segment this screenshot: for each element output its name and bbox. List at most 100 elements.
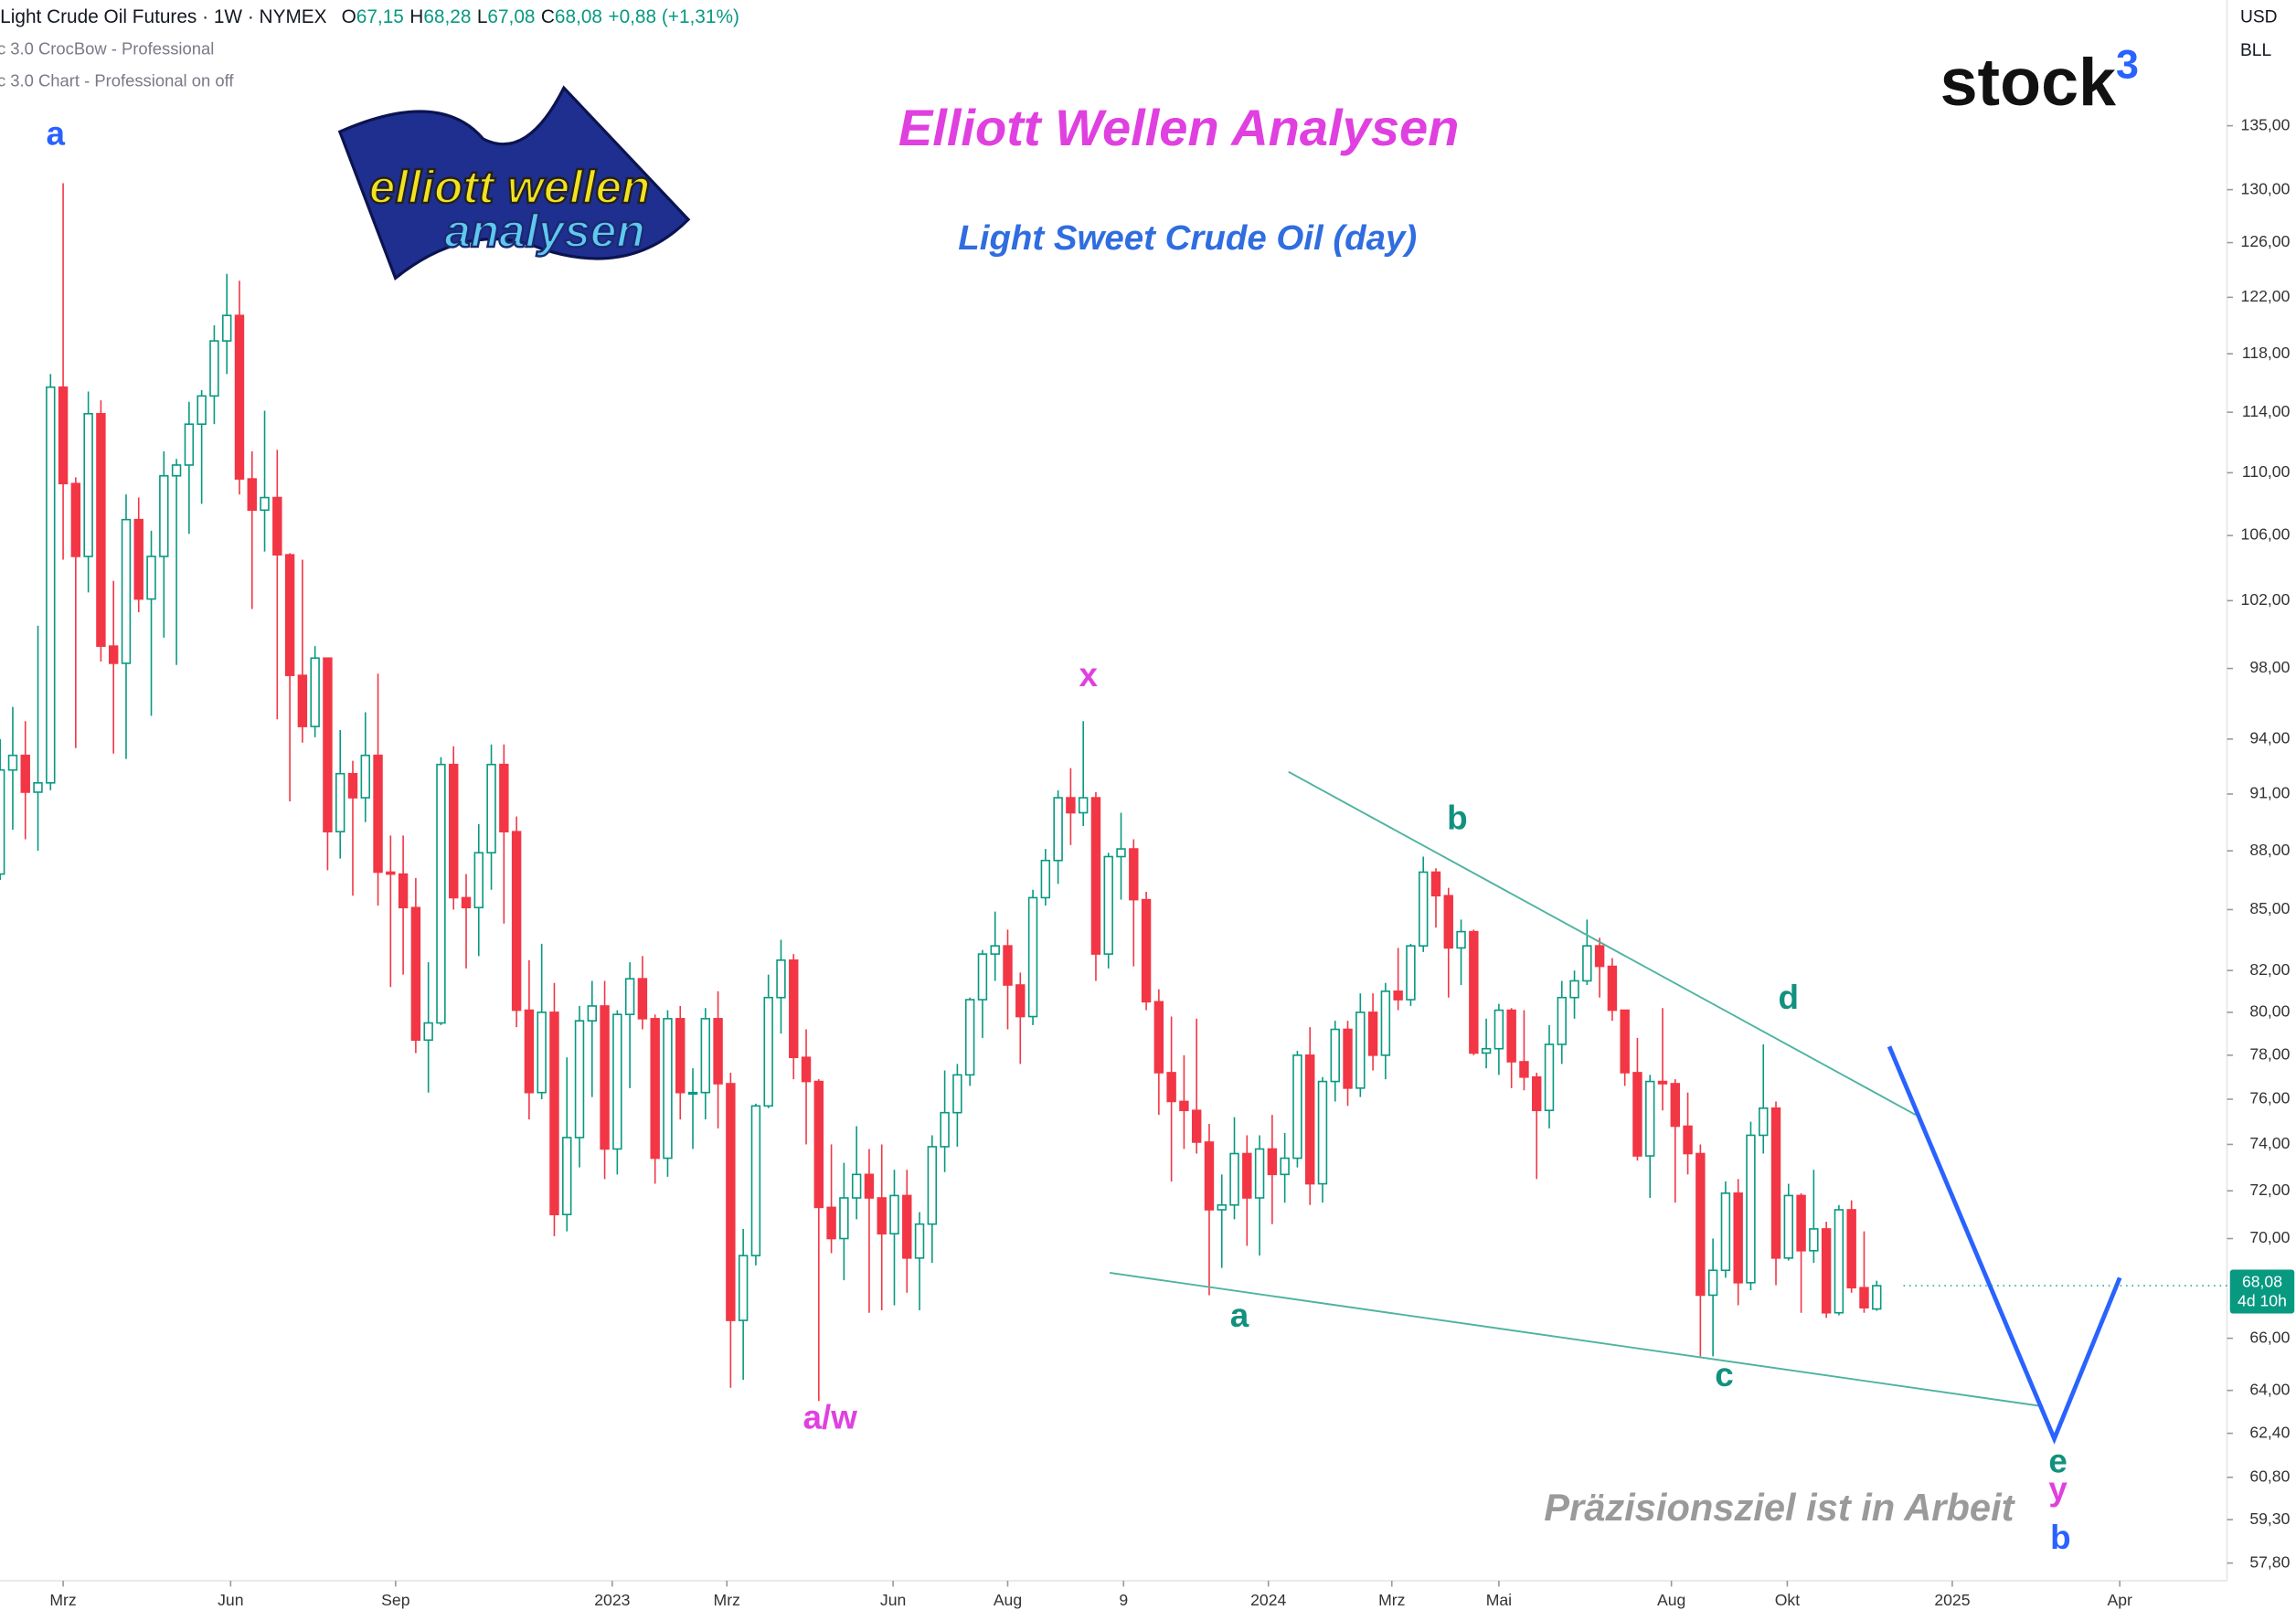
candle-body: [1116, 848, 1126, 858]
candle-body: [1254, 1148, 1265, 1199]
candle-body: [1683, 1125, 1693, 1155]
candle-body: [763, 996, 773, 1107]
candle-body: [1544, 1043, 1555, 1112]
currency[interactable]: USD: [2240, 7, 2278, 26]
y-tick-label: 102,00: [2241, 590, 2291, 609]
candle-body: [675, 1018, 686, 1094]
candle-body: [1267, 1148, 1278, 1176]
candle-body: [574, 1020, 585, 1139]
y-tick-label: 122,00: [2241, 287, 2291, 305]
trend-line: [1288, 770, 1917, 1117]
candle-body: [209, 340, 219, 397]
y-tick-label: 70,00: [2249, 1228, 2290, 1246]
candle-body: [1015, 984, 1026, 1018]
candle-body: [171, 464, 182, 477]
x-tick-label: 9: [1119, 1591, 1128, 1609]
candle-body: [864, 1173, 875, 1199]
y-tick-label: 85,00: [2249, 899, 2290, 917]
x-tick-label: Mai: [1486, 1591, 1512, 1609]
y-tick-label: 110,00: [2242, 462, 2291, 481]
candle-body: [1090, 797, 1101, 955]
candle-body: [272, 496, 282, 556]
candle-body: [1317, 1080, 1328, 1185]
candle-body: [1821, 1228, 1832, 1314]
candle-body: [1872, 1285, 1882, 1310]
wave-label: x: [1079, 656, 1098, 694]
candle-body: [1607, 965, 1618, 1012]
x-tick-label: Okt: [1775, 1591, 1801, 1609]
y-tick-label: 62,40: [2249, 1423, 2290, 1441]
wave-label: y: [2048, 1470, 2067, 1508]
candle-body: [524, 1009, 535, 1094]
candle-body: [738, 1255, 749, 1321]
ohlc-key: L: [477, 6, 488, 27]
candle-body: [96, 412, 106, 647]
candle-body: [624, 978, 635, 1016]
candle-body: [587, 1005, 598, 1022]
wave-label: a/w: [803, 1399, 858, 1436]
ohlc-value: 67,08: [487, 6, 535, 27]
change: +0,88 (+1,31%): [608, 6, 739, 27]
candle-body: [335, 772, 345, 833]
candle-body: [1380, 990, 1391, 1056]
candle-body: [1430, 871, 1441, 897]
wave-label: c: [1715, 1356, 1733, 1393]
y-tick-label: 135,00: [2241, 115, 2291, 133]
candle-body: [1759, 1107, 1769, 1137]
candle-body: [1040, 859, 1051, 899]
x-tick-label: 2025: [1934, 1591, 1970, 1609]
y-tick-label: 64,00: [2249, 1380, 2290, 1398]
candle-body: [1191, 1109, 1202, 1143]
countdown: 4d 10h: [2238, 1291, 2287, 1309]
candle-body: [1443, 895, 1453, 949]
y-tick-label: 98,00: [2249, 658, 2290, 676]
candle-body: [197, 395, 207, 425]
candle-body: [1809, 1228, 1819, 1252]
candle-body: [20, 754, 30, 793]
y-tick-label: 76,00: [2249, 1089, 2290, 1107]
wave-label: b: [2050, 1519, 2070, 1556]
y-tick-label: 57,80: [2249, 1552, 2290, 1571]
candle-body: [1733, 1192, 1743, 1284]
y-tick-label: 74,00: [2249, 1134, 2290, 1152]
candle-body: [1242, 1152, 1252, 1199]
candle-body: [486, 763, 496, 854]
candle-body: [58, 386, 69, 485]
candle-body: [637, 978, 648, 1020]
candle-body: [436, 763, 446, 1024]
candle-body: [1720, 1192, 1731, 1272]
candle-body: [1506, 1009, 1516, 1063]
ohlc-key: C: [541, 6, 555, 27]
wave-label: a: [1230, 1297, 1249, 1334]
candle-body: [1330, 1028, 1340, 1083]
badge: elliott wellen analysen: [337, 85, 691, 281]
candle-body: [1796, 1194, 1806, 1252]
candle-body: [1166, 1072, 1176, 1103]
y-tick-label: 78,00: [2249, 1044, 2290, 1063]
candle-body: [1304, 1054, 1315, 1185]
candle-body: [398, 873, 409, 909]
wave-label: e: [2048, 1442, 2067, 1479]
candle-body: [940, 1111, 950, 1148]
brand-logo: stock3: [1940, 41, 2139, 121]
candle-body: [1620, 1009, 1630, 1074]
trend-line: [1109, 1272, 2044, 1408]
unit[interactable]: BLL: [2240, 41, 2272, 60]
ohlc-value: 68,28: [423, 6, 471, 27]
y-tick-label: 72,00: [2249, 1181, 2290, 1199]
candle-body: [1129, 848, 1139, 901]
last-price-label: 68,08: [2242, 1273, 2282, 1291]
candle-body: [184, 423, 195, 466]
trend-line: [1887, 1045, 2122, 1445]
logo-text: stock: [1940, 45, 2117, 121]
chart-subtitle: Light Sweet Crude Oil (day): [958, 218, 1417, 258]
candle-body: [297, 674, 308, 727]
candle-body: [612, 1013, 622, 1150]
candle-body: [1532, 1075, 1542, 1112]
y-tick-label: 106,00: [2241, 525, 2291, 544]
candle-body: [826, 1206, 836, 1240]
candle-body: [990, 945, 1000, 955]
candle-body: [7, 754, 18, 771]
indicator: c 3.0 CrocBow - Professional: [0, 38, 214, 58]
